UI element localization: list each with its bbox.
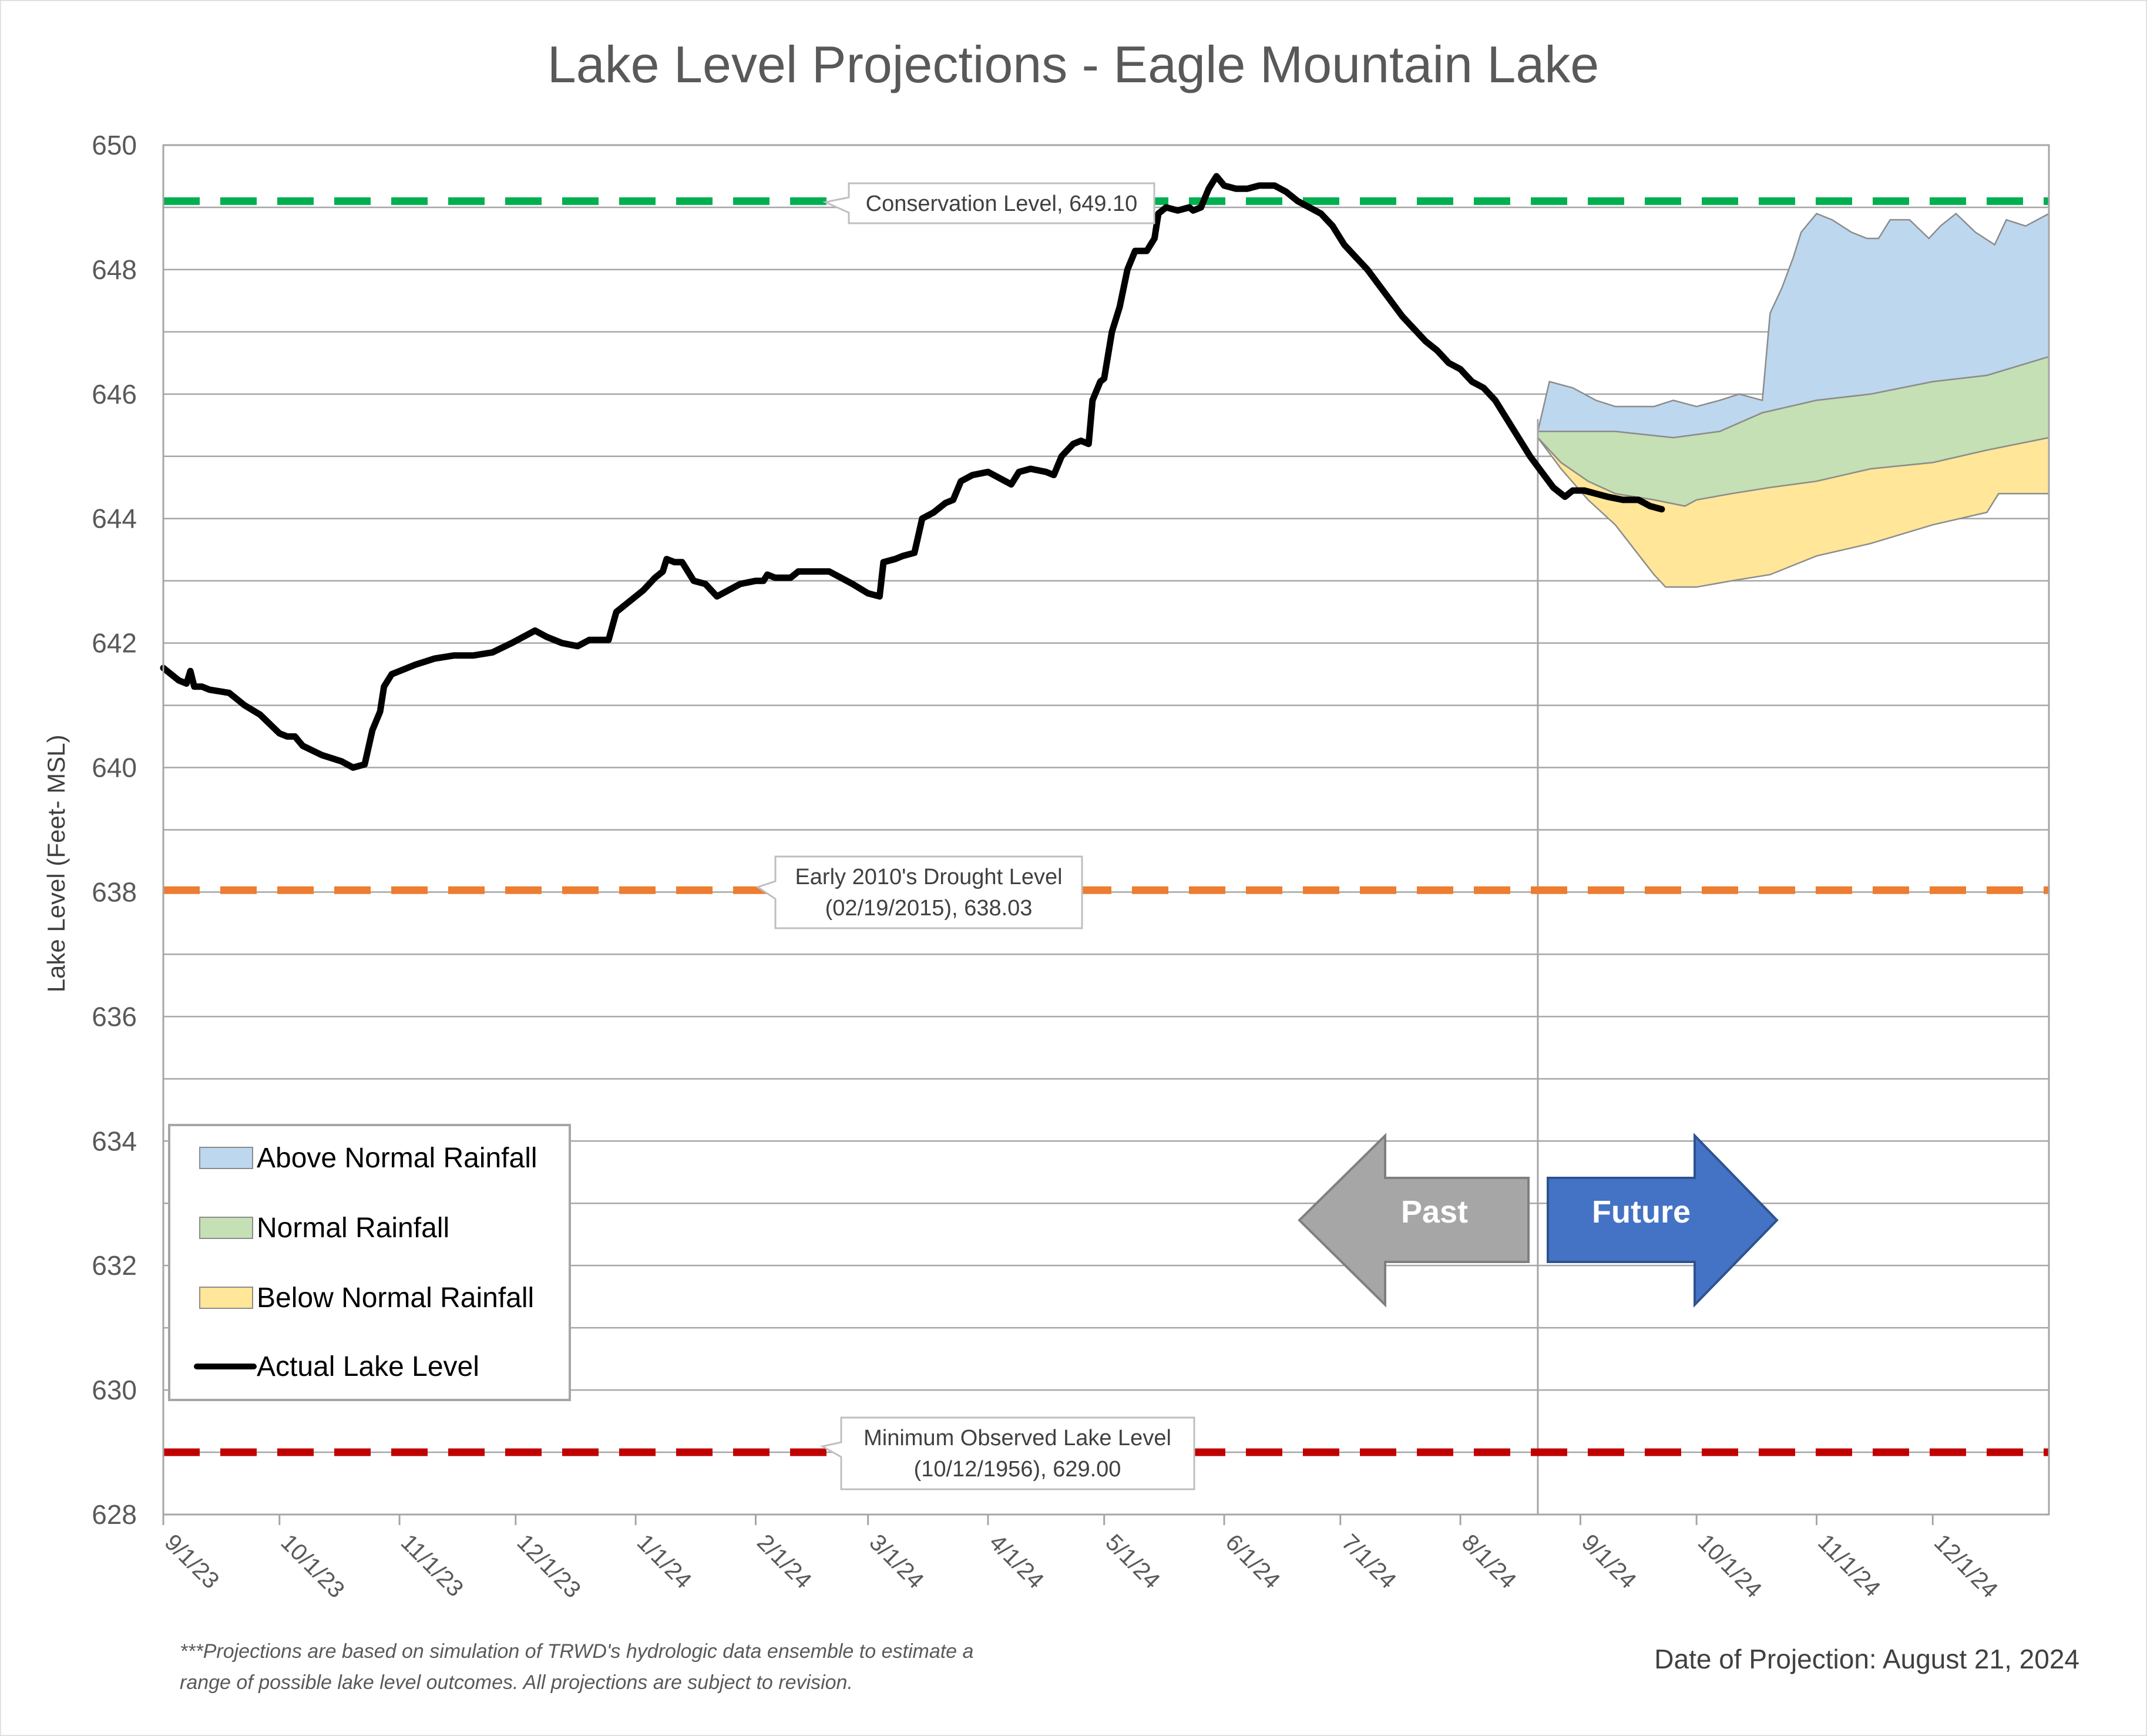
- y-tick-label: 648: [92, 254, 137, 285]
- legend-label-above-normal: Above Normal Rainfall: [257, 1143, 537, 1174]
- legend-swatch-normal: [199, 1217, 253, 1239]
- callout-box: [755, 855, 1083, 929]
- footnote-line2: range of possible lake level outcomes. A…: [180, 1671, 853, 1694]
- band-edge-upper: [1537, 356, 2049, 439]
- y-axis-label: Lake Level (Feet- MSL): [42, 735, 70, 993]
- past-arrow-shape: [1298, 1133, 1530, 1308]
- drought-label-line1: Early 2010's Drought Level: [795, 865, 1062, 889]
- drought-callout: Early 2010's Drought Level (02/19/2015),…: [755, 855, 1083, 929]
- future-arrow: Future: [1547, 1133, 1779, 1308]
- past-arrow-label: Past: [1401, 1194, 1468, 1230]
- legend: Above Normal Rainfall Normal Rainfall Be…: [168, 1124, 571, 1401]
- legend-label-below-normal: Below Normal Rainfall: [257, 1282, 534, 1314]
- band-edge-upper: [1537, 212, 2049, 432]
- band-edge-lower: [1537, 437, 2049, 588]
- projection-bands: [1537, 212, 2049, 588]
- band-edge-upper: [1537, 436, 2049, 507]
- callout-box: [819, 1416, 1195, 1490]
- actual-lake-level-line: [160, 173, 1665, 771]
- y-tick-label: 628: [92, 1499, 137, 1530]
- axes: [162, 144, 2050, 1516]
- y-tick-label: 642: [92, 628, 137, 659]
- band-1: [1537, 357, 2049, 506]
- y-axis-ticks: 628 630 632 634 636 638 640 642 644 646 648 650: [92, 130, 137, 1530]
- legend-label-actual: Actual Lake Level: [257, 1351, 479, 1382]
- legend-swatch-below-normal: [199, 1287, 253, 1309]
- y-tick-label: 638: [92, 877, 137, 907]
- minimum-callout: Minimum Observed Lake Level (10/12/1956)…: [819, 1416, 1195, 1490]
- plot-frame: [162, 144, 2050, 1516]
- band-0: [1537, 213, 2049, 438]
- projection-date: Date of Projection: August 21, 2024: [1654, 1644, 2079, 1674]
- y-tick-label: 632: [92, 1250, 137, 1281]
- y-tick-label: 644: [92, 503, 137, 534]
- footnote-line1: ***Projections are based on simulation o…: [180, 1640, 973, 1663]
- y-tick-label: 634: [92, 1126, 137, 1156]
- past-arrow: Past: [1298, 1133, 1530, 1308]
- minimum-label-line1: Minimum Observed Lake Level: [863, 1426, 1171, 1450]
- drought-label-line2: (02/19/2015), 638.03: [825, 896, 1033, 921]
- future-arrow-label: Future: [1592, 1194, 1691, 1230]
- y-tick-label: 636: [92, 1001, 137, 1032]
- future-arrow-shape: [1547, 1133, 1779, 1308]
- y-tick-label: 640: [92, 753, 137, 783]
- legend-swatch-above-normal: [199, 1147, 253, 1169]
- legend-box: [168, 1124, 571, 1401]
- conservation-label: Conservation Level, 649.10: [866, 192, 1138, 216]
- minimum-label-line2: (10/12/1956), 629.00: [914, 1457, 1121, 1482]
- band-2: [1537, 438, 2049, 587]
- chart-title: Lake Level Projections - Eagle Mountain …: [547, 35, 1599, 93]
- actual-lake-level-series: [160, 173, 1665, 771]
- callout-box: [822, 182, 1155, 224]
- conservation-callout: Conservation Level, 649.10: [822, 182, 1155, 224]
- y-tick-label: 646: [92, 379, 137, 409]
- y-tick-label: 630: [92, 1375, 137, 1405]
- y-tick-label: 650: [92, 130, 137, 160]
- legend-label-normal: Normal Rainfall: [257, 1213, 449, 1244]
